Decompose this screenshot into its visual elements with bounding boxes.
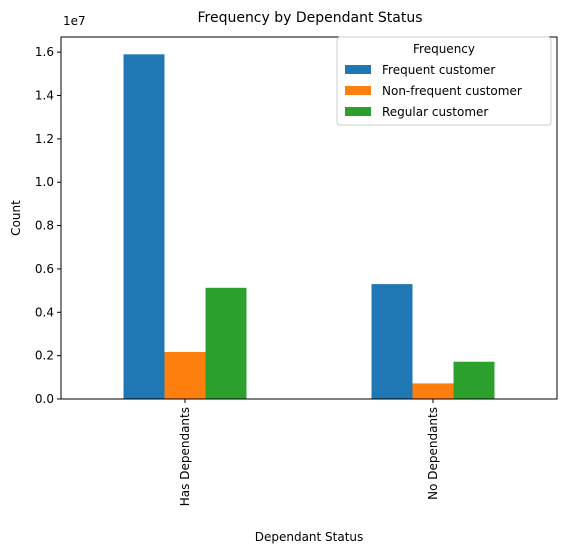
y-tick-label: 0.2 — [35, 349, 54, 363]
x-tick-label: Has Dependants — [178, 407, 192, 506]
y-tick-label: 1.2 — [35, 132, 54, 146]
bar-frequent-customer-no-dependants — [371, 284, 413, 399]
legend: Frequency Frequent customer Non-frequent … — [336, 36, 552, 126]
y-axis-ticks: 0.0 0.2 0.4 0.6 0.8 1.0 1.2 1.4 1.6 — [35, 45, 61, 406]
legend-swatch-regular-customer — [345, 107, 371, 116]
bar-frequent-customer-has-dependants — [123, 54, 165, 400]
legend-label-frequent-customer: Frequent customer — [382, 63, 495, 77]
y-axis-label: Count — [9, 200, 23, 236]
y-tick-label: 1.0 — [35, 175, 54, 189]
x-axis-label: Dependant Status — [255, 530, 364, 544]
bars — [123, 54, 495, 400]
legend-title: Frequency — [413, 42, 475, 56]
legend-swatch-non-frequent-customer — [345, 86, 371, 95]
legend-frame — [336, 36, 552, 126]
bar-non-frequent-customer-no-dependants — [412, 383, 454, 399]
x-axis-ticks: Has Dependants No Dependants — [178, 399, 440, 506]
chart-title: Frequency by Dependant Status — [197, 10, 422, 26]
legend-swatch-frequent-customer — [345, 65, 371, 74]
y-tick-label: 1.4 — [35, 89, 54, 103]
legend-label-non-frequent-customer: Non-frequent customer — [382, 84, 522, 98]
y-axis-offset-label: 1e7 — [63, 14, 86, 28]
bar-non-frequent-customer-has-dependants — [164, 351, 206, 399]
x-tick-label: No Dependants — [426, 407, 440, 500]
y-tick-label: 0.4 — [35, 305, 54, 319]
y-tick-label: 0.8 — [35, 219, 54, 233]
y-tick-label: 0.6 — [35, 262, 54, 276]
bar-regular-customer-no-dependants — [453, 361, 495, 399]
y-tick-label: 0.0 — [35, 392, 54, 406]
plot-area-frame — [60, 36, 558, 400]
legend-label-regular-customer: Regular customer — [382, 105, 488, 119]
y-tick-label: 1.6 — [35, 45, 54, 59]
bar-regular-customer-has-dependants — [205, 287, 247, 399]
